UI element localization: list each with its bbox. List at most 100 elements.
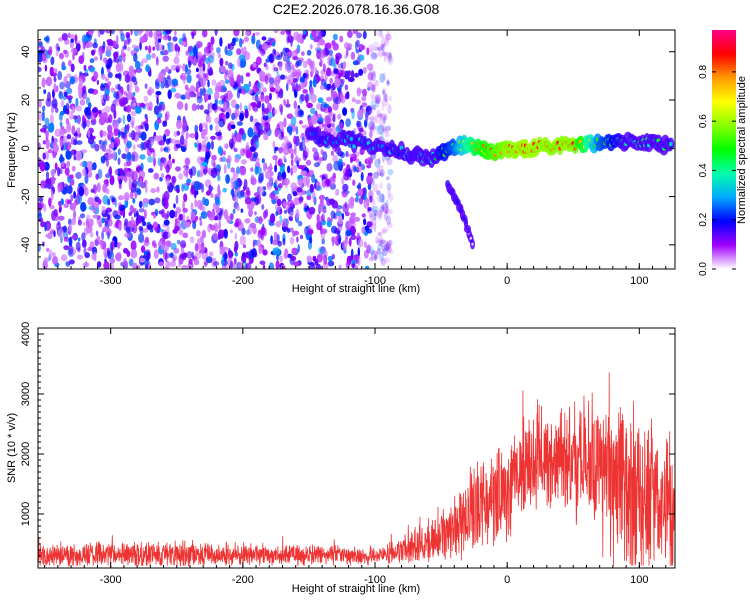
noise-blob (213, 222, 219, 233)
noise-blob (193, 46, 197, 57)
noise-blob (196, 230, 201, 237)
noise-blob (289, 236, 295, 245)
noise-blob (381, 44, 385, 52)
noise-blob (290, 81, 296, 87)
noise-blob (186, 125, 189, 132)
noise-blob (356, 232, 360, 238)
noise-blob (129, 191, 134, 200)
noise-blob (112, 150, 116, 161)
noise-blob (272, 140, 276, 149)
noise-blob (107, 152, 113, 161)
noise-blob (238, 261, 243, 269)
noise-blob (309, 262, 316, 269)
y-tick-label: 3000 (20, 382, 32, 406)
noise-blob (379, 30, 383, 34)
noise-blob (38, 243, 41, 252)
noise-blob (287, 199, 294, 208)
noise-blob (278, 62, 283, 71)
noise-blob (385, 241, 390, 252)
noise-blob (349, 237, 352, 247)
noise-blob (173, 56, 180, 65)
noise-blob (131, 76, 137, 83)
noise-blob (274, 164, 278, 173)
noise-blob (146, 251, 151, 260)
noise-blob (151, 240, 156, 247)
noise-blob (194, 142, 198, 148)
noise-blob (148, 86, 153, 97)
noise-blob (75, 97, 79, 107)
noise-blob (295, 125, 299, 135)
noise-blob (273, 181, 277, 188)
noise-blob (292, 191, 298, 197)
noise-blob (341, 189, 348, 198)
noise-blob (381, 99, 389, 107)
noise-blob (281, 142, 288, 151)
noise-blob (347, 76, 355, 83)
noise-blob (175, 184, 180, 189)
noise-blob (122, 53, 126, 63)
noise-blob (344, 201, 347, 209)
noise-blob (125, 153, 132, 163)
noise-blob (354, 216, 357, 221)
noise-blob (206, 256, 213, 264)
noise-blob (140, 131, 147, 141)
noise-blob (54, 162, 58, 171)
noise-blob (199, 104, 204, 111)
noise-blob (180, 94, 187, 100)
noise-blob (338, 122, 344, 130)
noise-blob (262, 249, 268, 256)
noise-blob (362, 30, 367, 40)
noise-blob (57, 70, 63, 81)
noise-blob (366, 63, 374, 71)
noise-blob (92, 162, 97, 171)
noise-blob (83, 247, 87, 255)
noise-blob (219, 37, 223, 47)
noise-blob (68, 186, 72, 194)
noise-blob (331, 126, 337, 134)
noise-blob (189, 91, 195, 98)
noise-blob (249, 146, 256, 153)
noise-blob (168, 153, 171, 161)
noise-blob (165, 138, 171, 145)
noise-blob (87, 41, 93, 48)
noise-blob (156, 96, 159, 105)
noise-blob (264, 95, 270, 104)
noise-blob (194, 251, 202, 260)
noise-blob (363, 218, 367, 226)
noise-blob (302, 139, 306, 150)
noise-blob (353, 166, 357, 172)
signal-track (305, 126, 675, 250)
noise-blob (200, 131, 206, 140)
noise-blob (182, 63, 187, 72)
noise-blob (208, 115, 212, 124)
noise-blob (59, 81, 65, 90)
noise-blob (268, 262, 275, 269)
noise-blob (317, 97, 324, 104)
noise-blob (293, 230, 299, 236)
noise-blob (366, 164, 372, 169)
noise-blob (350, 259, 357, 264)
noise-blob (317, 30, 324, 40)
noise-blob (297, 109, 305, 118)
noise-blob (52, 215, 60, 221)
noise-blob (87, 30, 94, 36)
noise-blob (91, 108, 98, 113)
noise-blob (164, 66, 170, 73)
noise-blob (382, 128, 387, 133)
noise-blob (371, 124, 374, 131)
noise-blob (128, 179, 132, 190)
noise-blob (255, 140, 260, 149)
noise-blob (207, 67, 213, 76)
noise-blob (190, 202, 194, 212)
noise-blob (293, 197, 300, 206)
noise-blob (233, 147, 238, 153)
noise-blob (332, 42, 339, 51)
noise-blob (386, 80, 391, 87)
noise-blob (268, 53, 274, 63)
noise-blob (261, 106, 265, 117)
noise-blob (337, 229, 341, 237)
noise-blob (242, 252, 247, 258)
noise-blob (252, 32, 256, 37)
noise-blob (219, 65, 226, 73)
